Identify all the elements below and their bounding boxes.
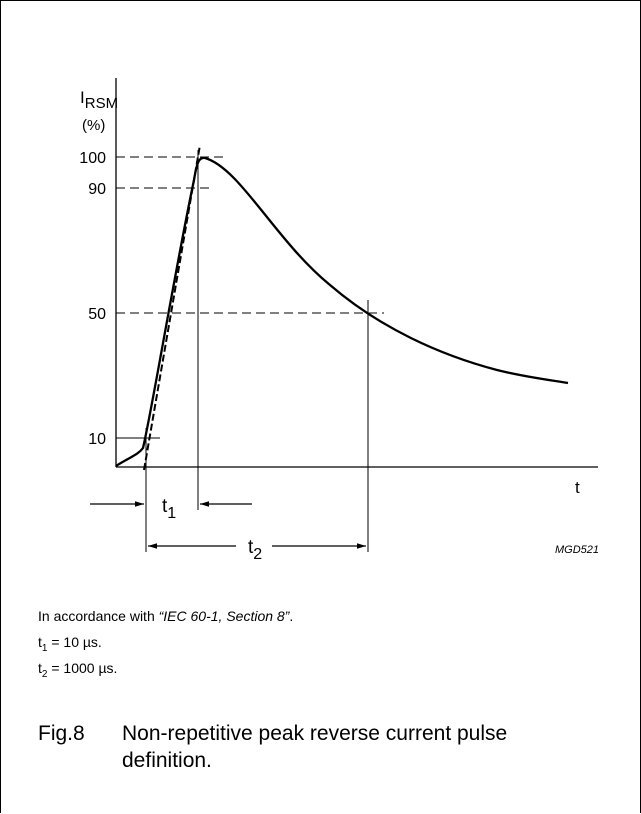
figure-number: Fig.8 bbox=[38, 722, 85, 745]
figure-title: Non-repetitive peak reverse current puls… bbox=[122, 722, 508, 772]
t1-label: t1 bbox=[162, 496, 176, 522]
y-tick-label-10: 10 bbox=[88, 431, 106, 448]
y-tick-label-90: 90 bbox=[88, 181, 106, 198]
y-axis-unit: (%) bbox=[82, 117, 105, 134]
standard-reference: “IEC 60-1, Section 8” bbox=[158, 608, 290, 624]
figure-code: MGD521 bbox=[555, 544, 599, 556]
x-axis-label: t bbox=[575, 478, 580, 497]
t2-note: t2 = 1000 µs. bbox=[38, 660, 118, 680]
y-axis-label: IRSM bbox=[80, 88, 118, 112]
t2-label: t2 bbox=[248, 537, 262, 563]
t1-note: t1 = 10 µs. bbox=[38, 634, 102, 654]
y-tick-label-50: 50 bbox=[88, 306, 106, 323]
standard-note: In accordance with “IEC 60-1, Section 8”… bbox=[38, 608, 294, 624]
pulse-curve bbox=[115, 156, 569, 467]
y-tick-label-100: 100 bbox=[79, 150, 106, 167]
